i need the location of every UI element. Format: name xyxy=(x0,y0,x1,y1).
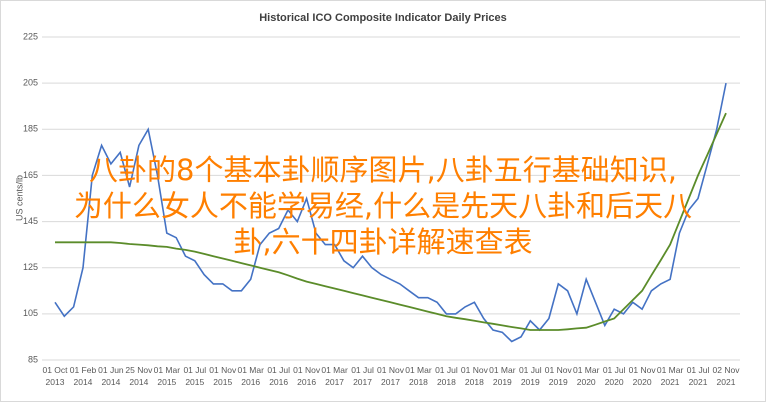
x-tick-label: 01 Jul 2015 xyxy=(183,365,207,387)
y-tick-label: 125 xyxy=(23,262,38,272)
x-tick-label: 01 Mar 2019 xyxy=(489,365,516,387)
y-tick-label: 225 xyxy=(23,31,38,41)
overlay-text: 为什么女人不能学易经,什么是先天八卦和后天八 xyxy=(73,189,693,223)
x-tick-label: 01 Nov 2018 xyxy=(460,365,488,387)
y-tick-label: 105 xyxy=(23,308,38,318)
x-tick-label: 01 Jul 2021 xyxy=(686,365,710,387)
x-tick-label: 02 Nov 2021 xyxy=(712,365,740,387)
x-tick-label: 01 Mar 2017 xyxy=(321,365,348,387)
x-tick-label: 01 Mar 2016 xyxy=(237,365,264,387)
x-tick-label: 01 Mar 2015 xyxy=(153,365,181,387)
y-tick-label: 145 xyxy=(23,216,38,226)
x-tick-label: 01 Jul 2019 xyxy=(518,365,542,387)
line-series xyxy=(54,82,727,343)
chart-title: Historical ICO Composite Indicator Daily… xyxy=(259,12,507,24)
x-tick-label: 01 Oct 2013 xyxy=(42,365,68,387)
overlay-text: 八卦的8个基本卦顺序图片,八卦五行基础知识, xyxy=(89,153,677,187)
x-tick-label: 01 Mar 2021 xyxy=(656,365,684,387)
x-tick-label: 01 Nov 2019 xyxy=(544,365,572,387)
y-tick-label: 165 xyxy=(23,170,38,180)
x-tick-label: 01 Mar 2020 xyxy=(572,365,600,387)
x-tick-label: 01 Nov 2020 xyxy=(628,365,656,387)
x-tick-label: 01 Mar 2018 xyxy=(405,365,432,387)
line-series xyxy=(55,112,727,331)
x-tick-label: 01 Jul 2016 xyxy=(267,365,290,387)
x-tick-label: 01 Nov 2016 xyxy=(293,365,321,387)
x-tick-label: 01 Jun 2014 xyxy=(98,365,124,387)
x-tick-label: 01 Jul 2020 xyxy=(602,365,626,387)
y-tick-label: 185 xyxy=(23,124,38,134)
x-tick-label: 01 Nov 2015 xyxy=(209,365,237,387)
y-tick-label: 85 xyxy=(28,354,38,364)
overlay-text: 卦,六十四卦详解速查表 xyxy=(233,225,533,259)
y-axis-label: US cents/lb xyxy=(14,175,24,221)
y-tick-label: 205 xyxy=(23,78,38,88)
x-tick-label: 01 Jul 2018 xyxy=(435,365,458,387)
x-tick-label: 25 Nov 2014 xyxy=(125,365,153,387)
x-tick-label: 01 Nov 2017 xyxy=(377,365,404,387)
x-tick-label: 01 Feb 2014 xyxy=(69,365,97,387)
x-tick-label: 01 Jul 2017 xyxy=(351,365,374,387)
